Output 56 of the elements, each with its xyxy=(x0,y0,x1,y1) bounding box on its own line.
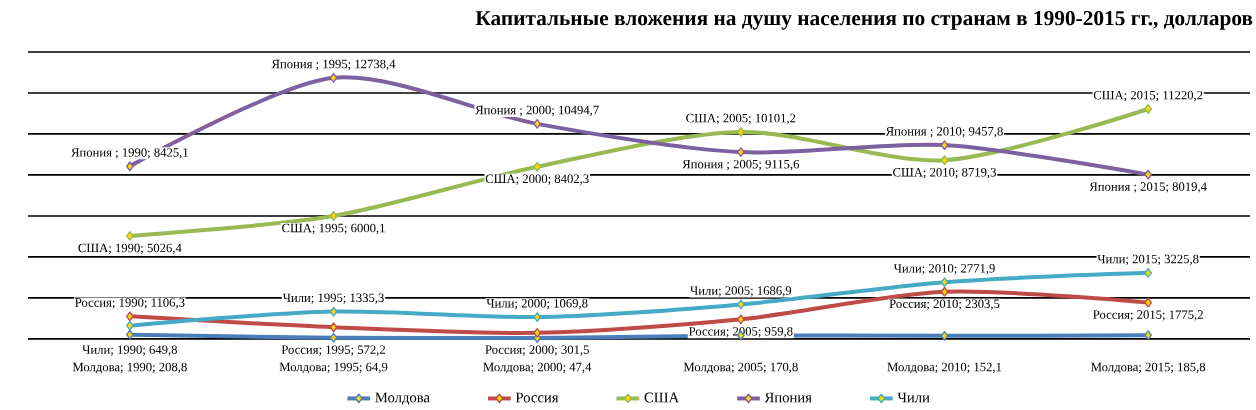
data-label: Чили; 1990; 649,8 xyxy=(82,345,178,356)
data-label: Россия; 2010; 2303,5 xyxy=(889,299,1000,310)
point xyxy=(1144,169,1153,180)
data-label: Россия; 2015; 1775,2 xyxy=(1093,310,1203,321)
data-label: Молдова; 1990; 208,8 xyxy=(72,362,187,374)
point xyxy=(125,320,134,331)
chart-title: Капитальные вложения на душу населения по странам в 1990-2015 гг., долларов xyxy=(475,10,1253,30)
point xyxy=(125,329,134,340)
data-label: Россия; 1995; 572,2 xyxy=(281,345,386,356)
data-label: Япония ; 2000; 10494,7 xyxy=(475,105,599,117)
point xyxy=(1144,104,1153,114)
data-label: США; 2000; 8402,3 xyxy=(485,174,589,185)
legend-label: Чили xyxy=(897,392,930,403)
point xyxy=(1144,267,1153,278)
data-label: Чили; 2015; 3225,8 xyxy=(1097,254,1199,266)
data-label: Япония ; 1995; 12738,4 xyxy=(271,59,396,71)
point xyxy=(329,306,338,317)
point xyxy=(1144,297,1153,308)
legend-label: Молдова xyxy=(375,392,430,406)
point xyxy=(533,118,542,129)
data-label: Чили; 2010; 2771,9 xyxy=(893,264,995,275)
data-label: Япония ; 2010; 9457,8 xyxy=(885,127,1003,138)
data-label: Япония ; 2015; 8019,4 xyxy=(1089,182,1207,193)
point xyxy=(329,322,338,333)
data-label: Молдова; 2010; 152,1 xyxy=(887,362,1002,374)
data-label: Чили; 1995; 1335,3 xyxy=(282,293,384,304)
data-label: Япония ; 2005; 9115,6 xyxy=(682,159,800,171)
data-label: США; 2005; 10101,2 xyxy=(686,113,796,125)
legend-label: Россия xyxy=(515,392,559,403)
point xyxy=(533,312,542,322)
data-label: Молдова; 2000; 47,4 xyxy=(483,362,592,374)
data-label: Чили; 2005; 1686,9 xyxy=(690,286,792,297)
data-label: Молдова; 2005; 170,8 xyxy=(683,362,798,374)
point xyxy=(329,72,338,83)
data-label: США; 1995; 6000,1 xyxy=(282,223,385,235)
point xyxy=(125,161,134,172)
data-label: Япония ; 1990; 8425,1 xyxy=(71,148,188,159)
point xyxy=(940,286,949,297)
point xyxy=(940,155,949,166)
legend-label: США xyxy=(644,392,680,403)
data-label: Чили; 2000; 1069,8 xyxy=(486,298,588,310)
data-label: США; 2010; 8719,3 xyxy=(893,167,996,179)
point xyxy=(125,311,134,322)
point xyxy=(533,161,542,172)
data-label: Россия; 2000; 301,5 xyxy=(485,345,589,356)
data-label: Молдова; 2015; 185,8 xyxy=(1091,362,1206,374)
point xyxy=(329,332,338,343)
data-label: Россия; 1990; 1106,3 xyxy=(75,298,185,309)
data-label: США; 2015; 11220,2 xyxy=(1093,90,1203,102)
point xyxy=(1144,330,1153,341)
point xyxy=(940,330,949,341)
legend-label: Япония xyxy=(764,392,812,403)
point xyxy=(329,211,338,221)
data-label: Молдова; 1995; 64,9 xyxy=(279,362,388,374)
point xyxy=(125,231,134,241)
data-label: США; 1990; 5026,4 xyxy=(78,243,182,255)
